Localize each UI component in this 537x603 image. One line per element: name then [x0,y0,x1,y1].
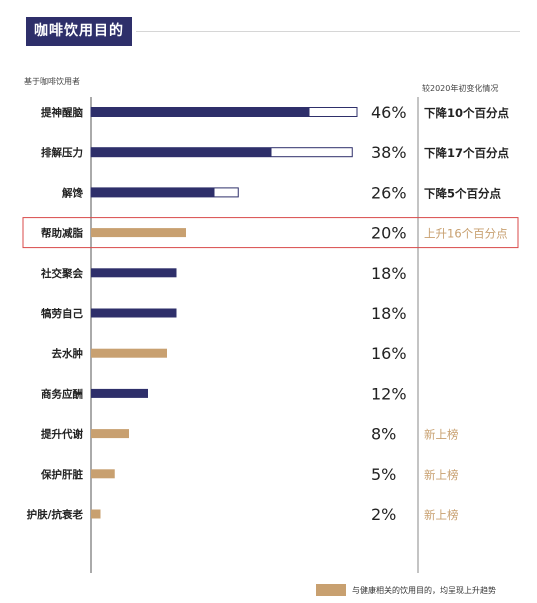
change-label: 新上榜 [424,508,459,522]
category-label: 社交聚会 [40,267,83,280]
change-column-header: 较2020年初变化情况 [422,84,499,93]
chart-title: 咖啡饮用目的 [26,17,132,46]
value-label: 26% [371,183,407,202]
category-label: 帮助减脂 [41,227,83,240]
category-label: 提升代谢 [41,428,83,441]
change-label: 新上榜 [424,428,459,442]
change-label: 上升16个百分点 [424,227,508,241]
bar [91,187,215,197]
legend-label: 与健康相关的饮用目的，均呈现上升趋势 [352,585,496,595]
bar [91,509,101,519]
highlight-box [22,217,519,249]
value-label: 12% [371,384,407,403]
category-label: 排解压力 [41,146,83,159]
legend: 与健康相关的饮用目的，均呈现上升趋势 [316,583,496,597]
change-label: 下降17个百分点 [424,146,510,160]
value-label: 18% [371,304,407,323]
bar [91,107,310,117]
value-label: 20% [371,224,407,243]
category-label: 解馋 [61,186,83,199]
bar [91,308,177,318]
base-note: 基于咖啡饮用者 [24,77,80,86]
category-label: 犒劳自己 [41,307,83,320]
bar [91,348,167,358]
value-label: 16% [371,344,407,363]
value-label: 5% [371,465,396,484]
change-label: 新上榜 [424,468,459,482]
title-divider [136,31,520,32]
bar [91,268,177,278]
bar [91,147,272,157]
category-label: 保护肝脏 [40,468,83,481]
change-label: 下降5个百分点 [424,186,502,200]
category-label: 护肤/抗衰老 [27,508,84,521]
category-label: 商务应酬 [41,387,83,400]
category-label: 去水肿 [52,347,84,360]
category-label: 提神醒脑 [41,106,83,119]
change-label: 下降10个百分点 [424,106,510,120]
bar [91,388,148,398]
bar [91,429,129,439]
bar [91,228,186,238]
value-label: 46% [371,103,407,122]
value-label: 2% [371,505,396,524]
value-label: 8% [371,425,396,444]
value-label: 38% [371,143,407,162]
legend-swatch [316,584,346,596]
value-label: 18% [371,264,407,283]
bar [91,469,115,479]
